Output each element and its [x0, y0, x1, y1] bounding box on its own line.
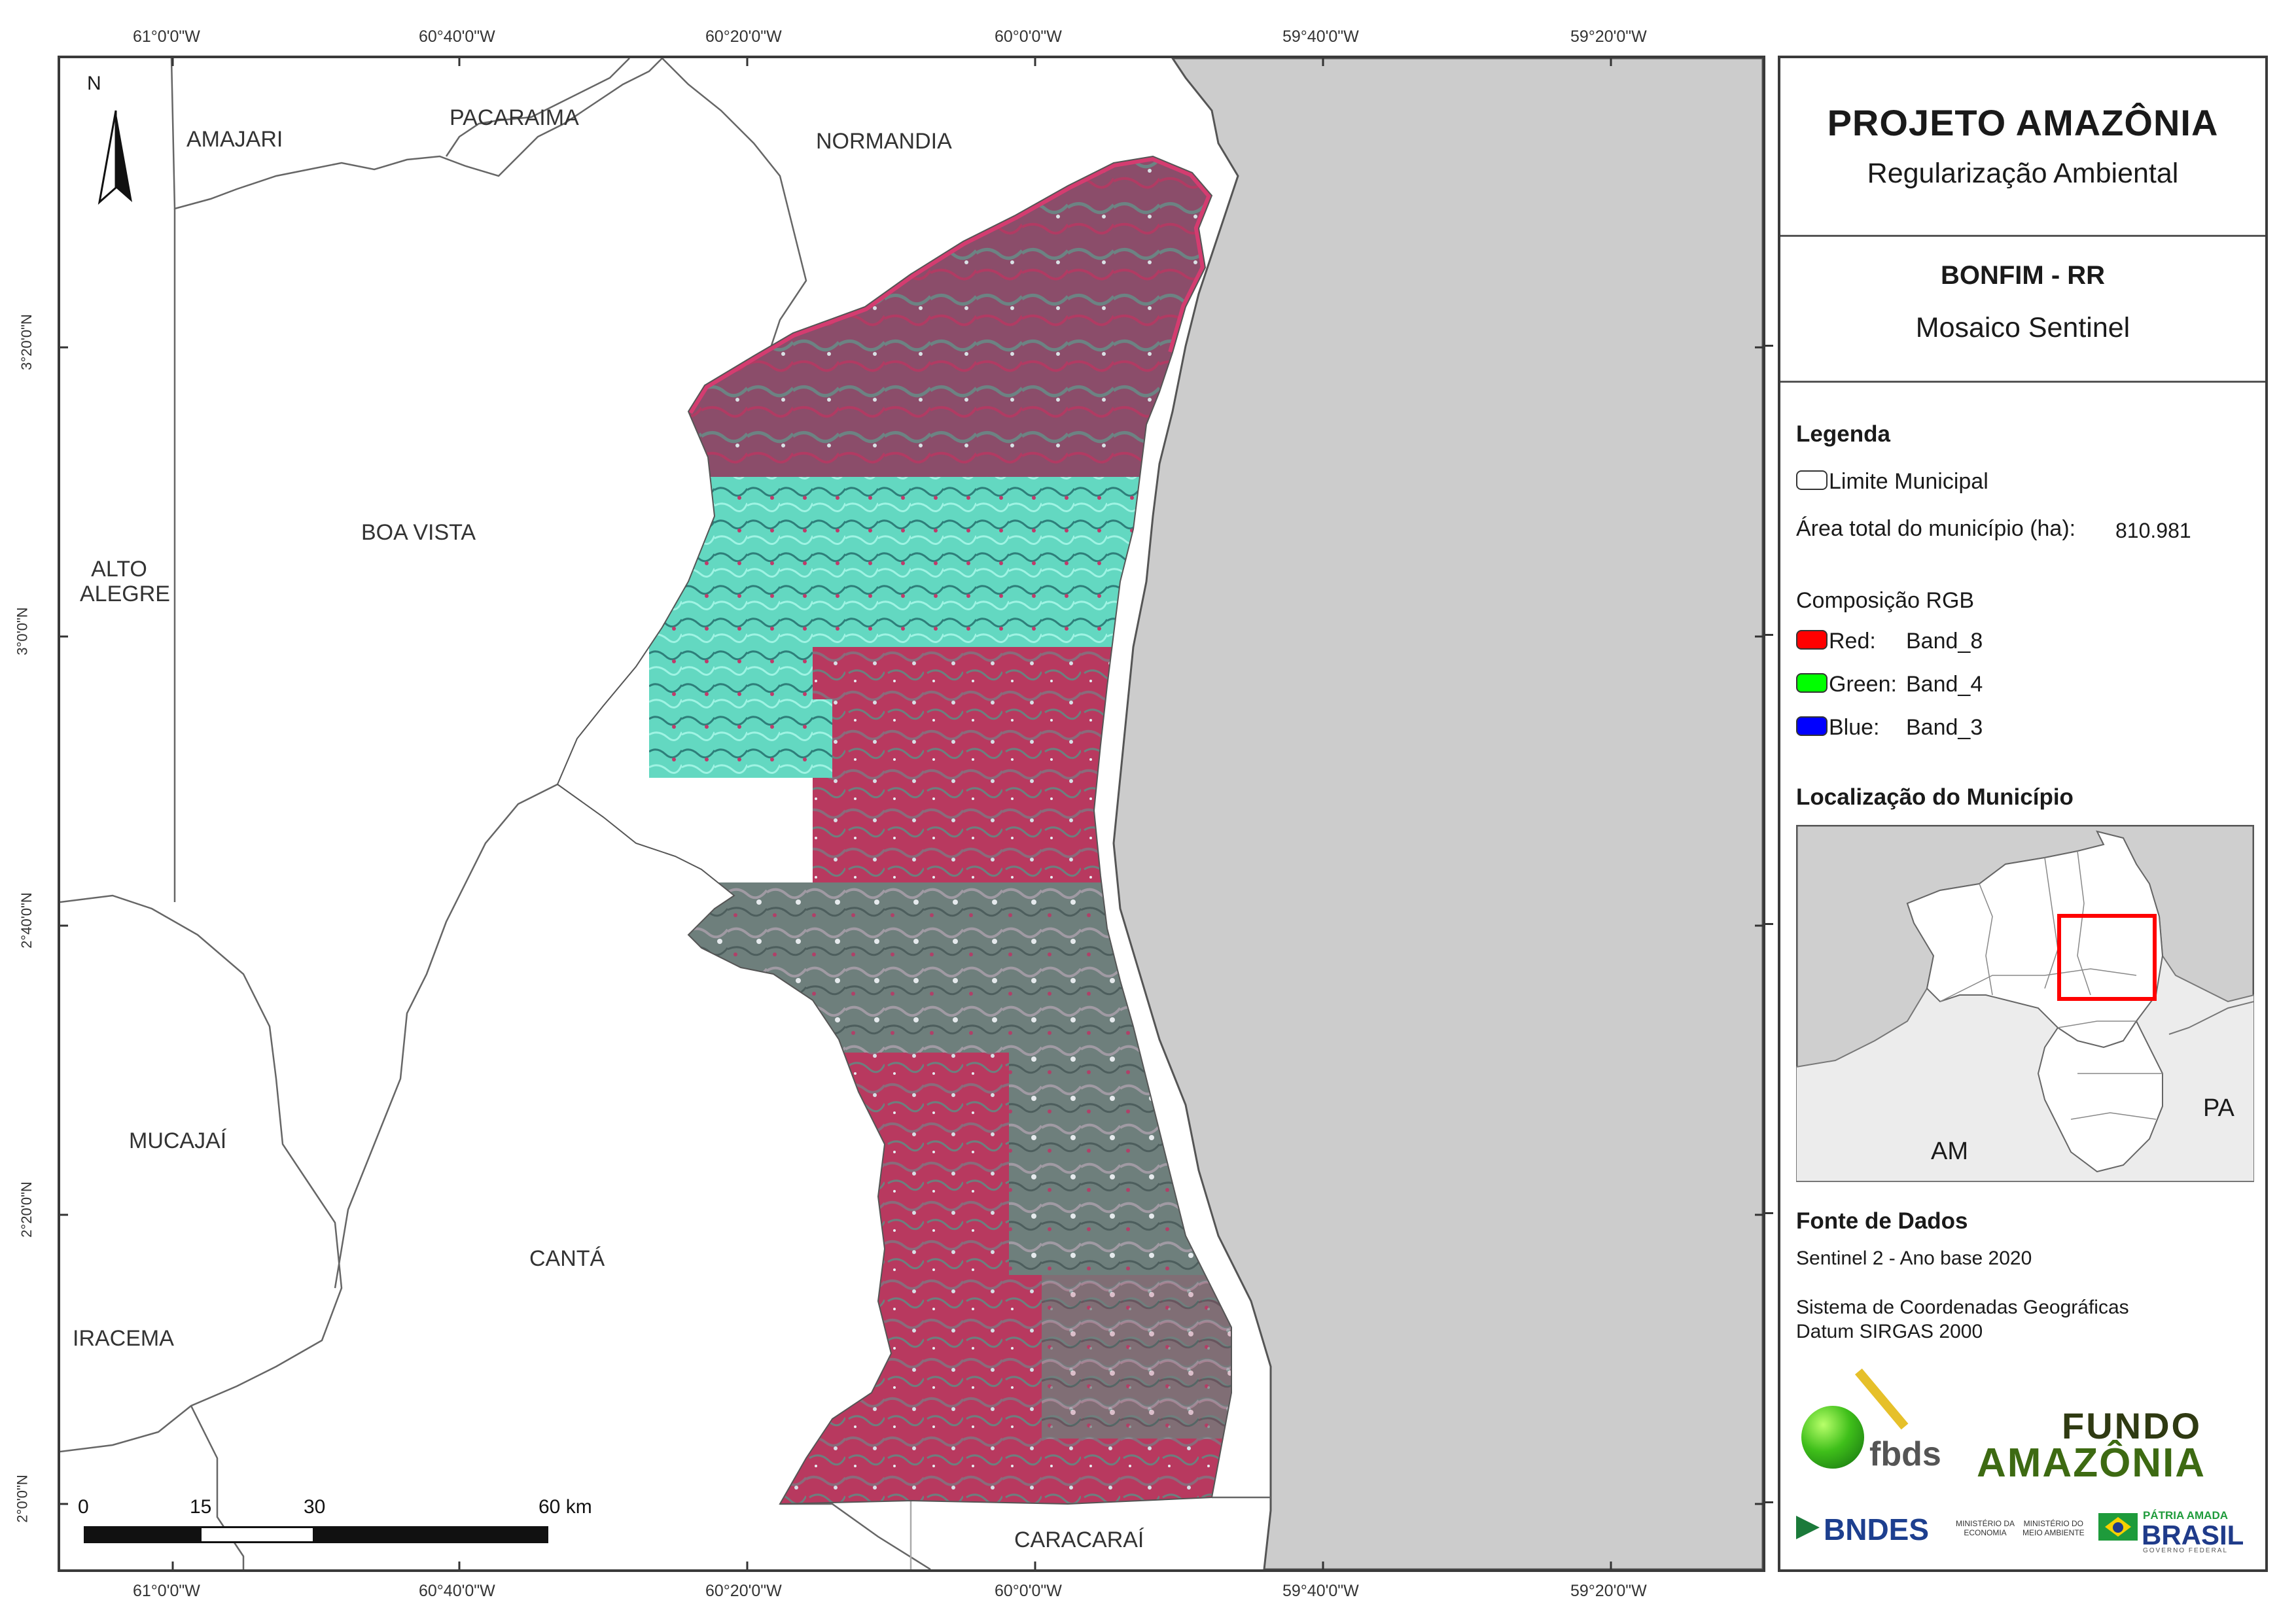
green-swatch — [1796, 673, 1828, 693]
lat-label-3: 2°40'0"N — [18, 892, 35, 949]
north-label: N — [87, 73, 101, 94]
frame-ticks — [60, 58, 1763, 1569]
scale-label-15: 15 — [190, 1496, 212, 1518]
inset-label-am: AM — [1931, 1138, 1968, 1165]
label-caracarai: CARACARAÍ — [1014, 1527, 1144, 1552]
label-alto-alegre-2: ALEGRE — [80, 582, 170, 606]
lon-label-top-5: 59°40'0"W — [1282, 27, 1359, 46]
min-ma-line-1: MINISTÉRIO DO — [2023, 1519, 2084, 1528]
lon-label-bottom-1: 61°0'0"W — [133, 1582, 200, 1600]
red-swatch — [1796, 630, 1828, 650]
lat-label-5: 2°0'0"N — [14, 1475, 31, 1523]
sources-heading: Fonte de Dados — [1796, 1208, 1968, 1234]
lon-label-bottom-2: 60°40'0"W — [419, 1582, 495, 1600]
limit-municipal-swatch — [1796, 470, 1828, 490]
panel-divider-1 — [1780, 235, 2265, 237]
panel-product: Mosaico Sentinel — [1915, 312, 2130, 343]
label-pacaraima: PACARAIMA — [450, 105, 579, 130]
blue-band: Band_3 — [1906, 715, 1983, 740]
guyana-area — [1112, 58, 1763, 1569]
inset-label-pa: PA — [2203, 1094, 2234, 1122]
label-canta: CANTÁ — [529, 1246, 605, 1271]
map-frame[interactable]: N AMAJARI PACARAIMA NORMANDIA BOA VISTA … — [58, 56, 1765, 1572]
blue-swatch — [1796, 716, 1828, 736]
ministerio-economia: MINISTÉRIO DA ECONOMIA — [1956, 1519, 2015, 1537]
lon-label-top-2: 60°40'0"W — [419, 27, 495, 46]
area-value: 810.981 — [2115, 519, 2191, 542]
bndes-logo: BNDES — [1796, 1512, 1934, 1546]
lon-label-bottom-3: 60°20'0"W — [705, 1582, 782, 1600]
location-heading: Localização do Município — [1796, 784, 2074, 810]
patria-line-1: PÁTRIA AMADA — [2143, 1509, 2229, 1522]
scale-label-0: 0 — [78, 1496, 89, 1518]
lon-label-bottom-4: 60°0'0"W — [995, 1582, 1062, 1600]
sources-line-1: Sentinel 2 - Ano base 2020 — [1796, 1248, 2032, 1269]
label-normandia: NORMANDIA — [816, 129, 952, 154]
north-arrow — [97, 110, 132, 205]
min-eco-line-2: ECONOMIA — [1964, 1528, 2007, 1537]
sources-line-3: Datum SIRGAS 2000 — [1796, 1321, 1983, 1342]
label-mucajai: MUCAJAÍ — [129, 1128, 227, 1153]
area-label: Área total do município (ha): — [1796, 516, 2076, 541]
label-amajari: AMAJARI — [186, 127, 283, 152]
lon-label-bottom-5: 59°40'0"W — [1282, 1582, 1359, 1600]
lat-label-2: 3°0'0"N — [14, 607, 31, 655]
red-band: Band_8 — [1906, 629, 1983, 654]
lat-label-1: 3°20'0"N — [18, 314, 35, 370]
lon-label-top-3: 60°20'0"W — [705, 27, 782, 46]
label-iracema: IRACEMA — [73, 1326, 174, 1351]
sources-line-2: Sistema de Coordenadas Geográficas — [1796, 1297, 2129, 1318]
ministerio-meio-ambiente: MINISTÉRIO DO MEIO AMBIENTE — [2022, 1519, 2085, 1537]
patria-line-2: BRASIL — [2142, 1520, 2244, 1550]
bndes-logo-text: BNDES — [1824, 1512, 1930, 1546]
panel-subtitle: Regularização Ambiental — [1867, 158, 2179, 189]
patria-line-3: GOVERNO FEDERAL — [2143, 1547, 2229, 1554]
location-inset — [1796, 825, 2254, 1182]
blue-label: Blue: — [1829, 715, 1880, 740]
fundo-logo-text-2: AMAZÔNIA — [1977, 1440, 2206, 1486]
lon-label-top-1: 61°0'0"W — [133, 27, 200, 46]
lon-label-top-6: 59°20'0"W — [1570, 27, 1647, 46]
green-label: Green: — [1829, 672, 1897, 697]
lat-label-4: 2°20'0"N — [18, 1181, 35, 1238]
panel-title: PROJETO AMAZÔNIA — [1827, 102, 2219, 143]
panel-municipality: BONFIM - RR — [1940, 261, 2106, 290]
bonfim-boundary — [556, 155, 1232, 1505]
lon-label-top-4: 60°0'0"W — [995, 27, 1062, 46]
label-boa-vista: BOA VISTA — [361, 520, 476, 545]
scale-label-60: 60 km — [539, 1496, 592, 1518]
fbds-logo-text: fbds — [1869, 1435, 1941, 1473]
lon-label-bottom-6: 59°20'0"W — [1570, 1582, 1647, 1600]
rgb-heading: Composição RGB — [1796, 588, 1975, 613]
green-band: Band_4 — [1906, 672, 1983, 697]
fundo-amazonia-logo: FUNDO AMAZÔNIA — [1977, 1405, 2252, 1486]
panel-divider-2 — [1780, 381, 2265, 383]
scale-label-30: 30 — [304, 1496, 326, 1518]
min-ma-line-2: MEIO AMBIENTE — [2022, 1528, 2085, 1537]
legend-heading: Legenda — [1796, 421, 1890, 447]
fbds-logo: fbds — [1796, 1369, 1947, 1473]
fundo-logo-text-1: FUNDO — [2062, 1405, 2202, 1446]
red-label: Red: — [1829, 629, 1876, 654]
min-eco-line-1: MINISTÉRIO DA — [1956, 1519, 2015, 1528]
limit-municipal-label: Limite Municipal — [1829, 469, 1988, 494]
side-panel: PROJETO AMAZÔNIA Regularização Ambiental… — [1778, 56, 2268, 1572]
map-canvas[interactable] — [60, 58, 1763, 1569]
label-alto-alegre-1: ALTO — [91, 557, 147, 582]
gov-brasil-logo: PÁTRIA AMADA BRASIL GOVERNO FEDERAL — [2098, 1509, 2255, 1555]
